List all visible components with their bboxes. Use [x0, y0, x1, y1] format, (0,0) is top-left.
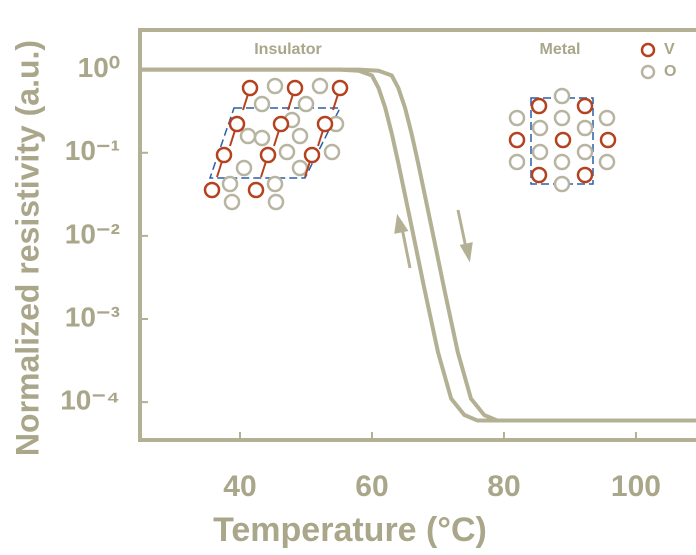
curve	[140, 67, 696, 423]
atom	[598, 153, 616, 171]
atom	[553, 175, 571, 193]
plot-frame	[138, 28, 696, 442]
atom	[221, 175, 239, 193]
atom	[266, 77, 284, 95]
atom	[508, 153, 526, 171]
legend-marker	[640, 42, 656, 58]
atom	[576, 97, 594, 115]
legend-marker	[640, 64, 656, 80]
y-tick-label: 10⁻¹	[65, 135, 120, 166]
atom	[530, 97, 548, 115]
curve	[140, 67, 696, 423]
atom	[531, 143, 549, 161]
atom	[331, 79, 349, 97]
atom	[239, 127, 257, 145]
y-tick-label: 10⁻⁴	[60, 384, 120, 415]
atom	[247, 181, 265, 199]
atom	[508, 109, 526, 127]
atom	[259, 146, 277, 164]
x-tick-label: 60	[355, 470, 388, 503]
y-tick-label: 10⁻²	[65, 218, 120, 249]
annotation: Insulator	[254, 41, 322, 58]
atom	[253, 95, 271, 113]
y-axis-label: Normalized resistivity (a.u.)	[9, 40, 45, 456]
y-tick-label: 10⁻³	[65, 301, 120, 332]
x-tick-label: 40	[223, 470, 256, 503]
atom	[323, 143, 341, 161]
atom	[215, 146, 233, 164]
atom	[223, 193, 241, 211]
y-tick-label: 10⁰	[78, 52, 120, 83]
atom	[272, 115, 290, 133]
atom	[316, 115, 334, 133]
atom	[553, 109, 571, 127]
atom	[311, 77, 329, 95]
hysteresis-arrows	[394, 209, 473, 269]
atom	[297, 95, 315, 113]
atom	[576, 166, 594, 184]
atom	[554, 131, 572, 149]
atom	[599, 131, 617, 149]
atom	[235, 159, 253, 177]
atom	[576, 143, 594, 161]
atom	[203, 181, 221, 199]
x-tick-label: 100	[611, 470, 661, 503]
x-axis-label: Temperature (°C)	[213, 511, 487, 549]
atom	[291, 159, 309, 177]
atom	[267, 193, 285, 211]
atom	[303, 146, 321, 164]
atom	[531, 119, 549, 137]
atom	[266, 175, 284, 193]
lattice-insets	[203, 77, 617, 211]
atom	[508, 131, 526, 149]
annotation: Metal	[540, 41, 581, 58]
atom	[228, 115, 246, 133]
atom	[278, 143, 296, 161]
legend-label: O	[664, 63, 676, 80]
legend-label: V	[664, 41, 675, 58]
atom	[286, 79, 304, 97]
atom	[553, 87, 571, 105]
x-tick-label: 80	[487, 470, 520, 503]
atom	[253, 129, 271, 147]
atom	[241, 79, 259, 97]
atom	[530, 166, 548, 184]
atom	[576, 119, 594, 137]
atom	[553, 153, 571, 171]
atom	[291, 127, 309, 145]
atom	[598, 109, 616, 127]
